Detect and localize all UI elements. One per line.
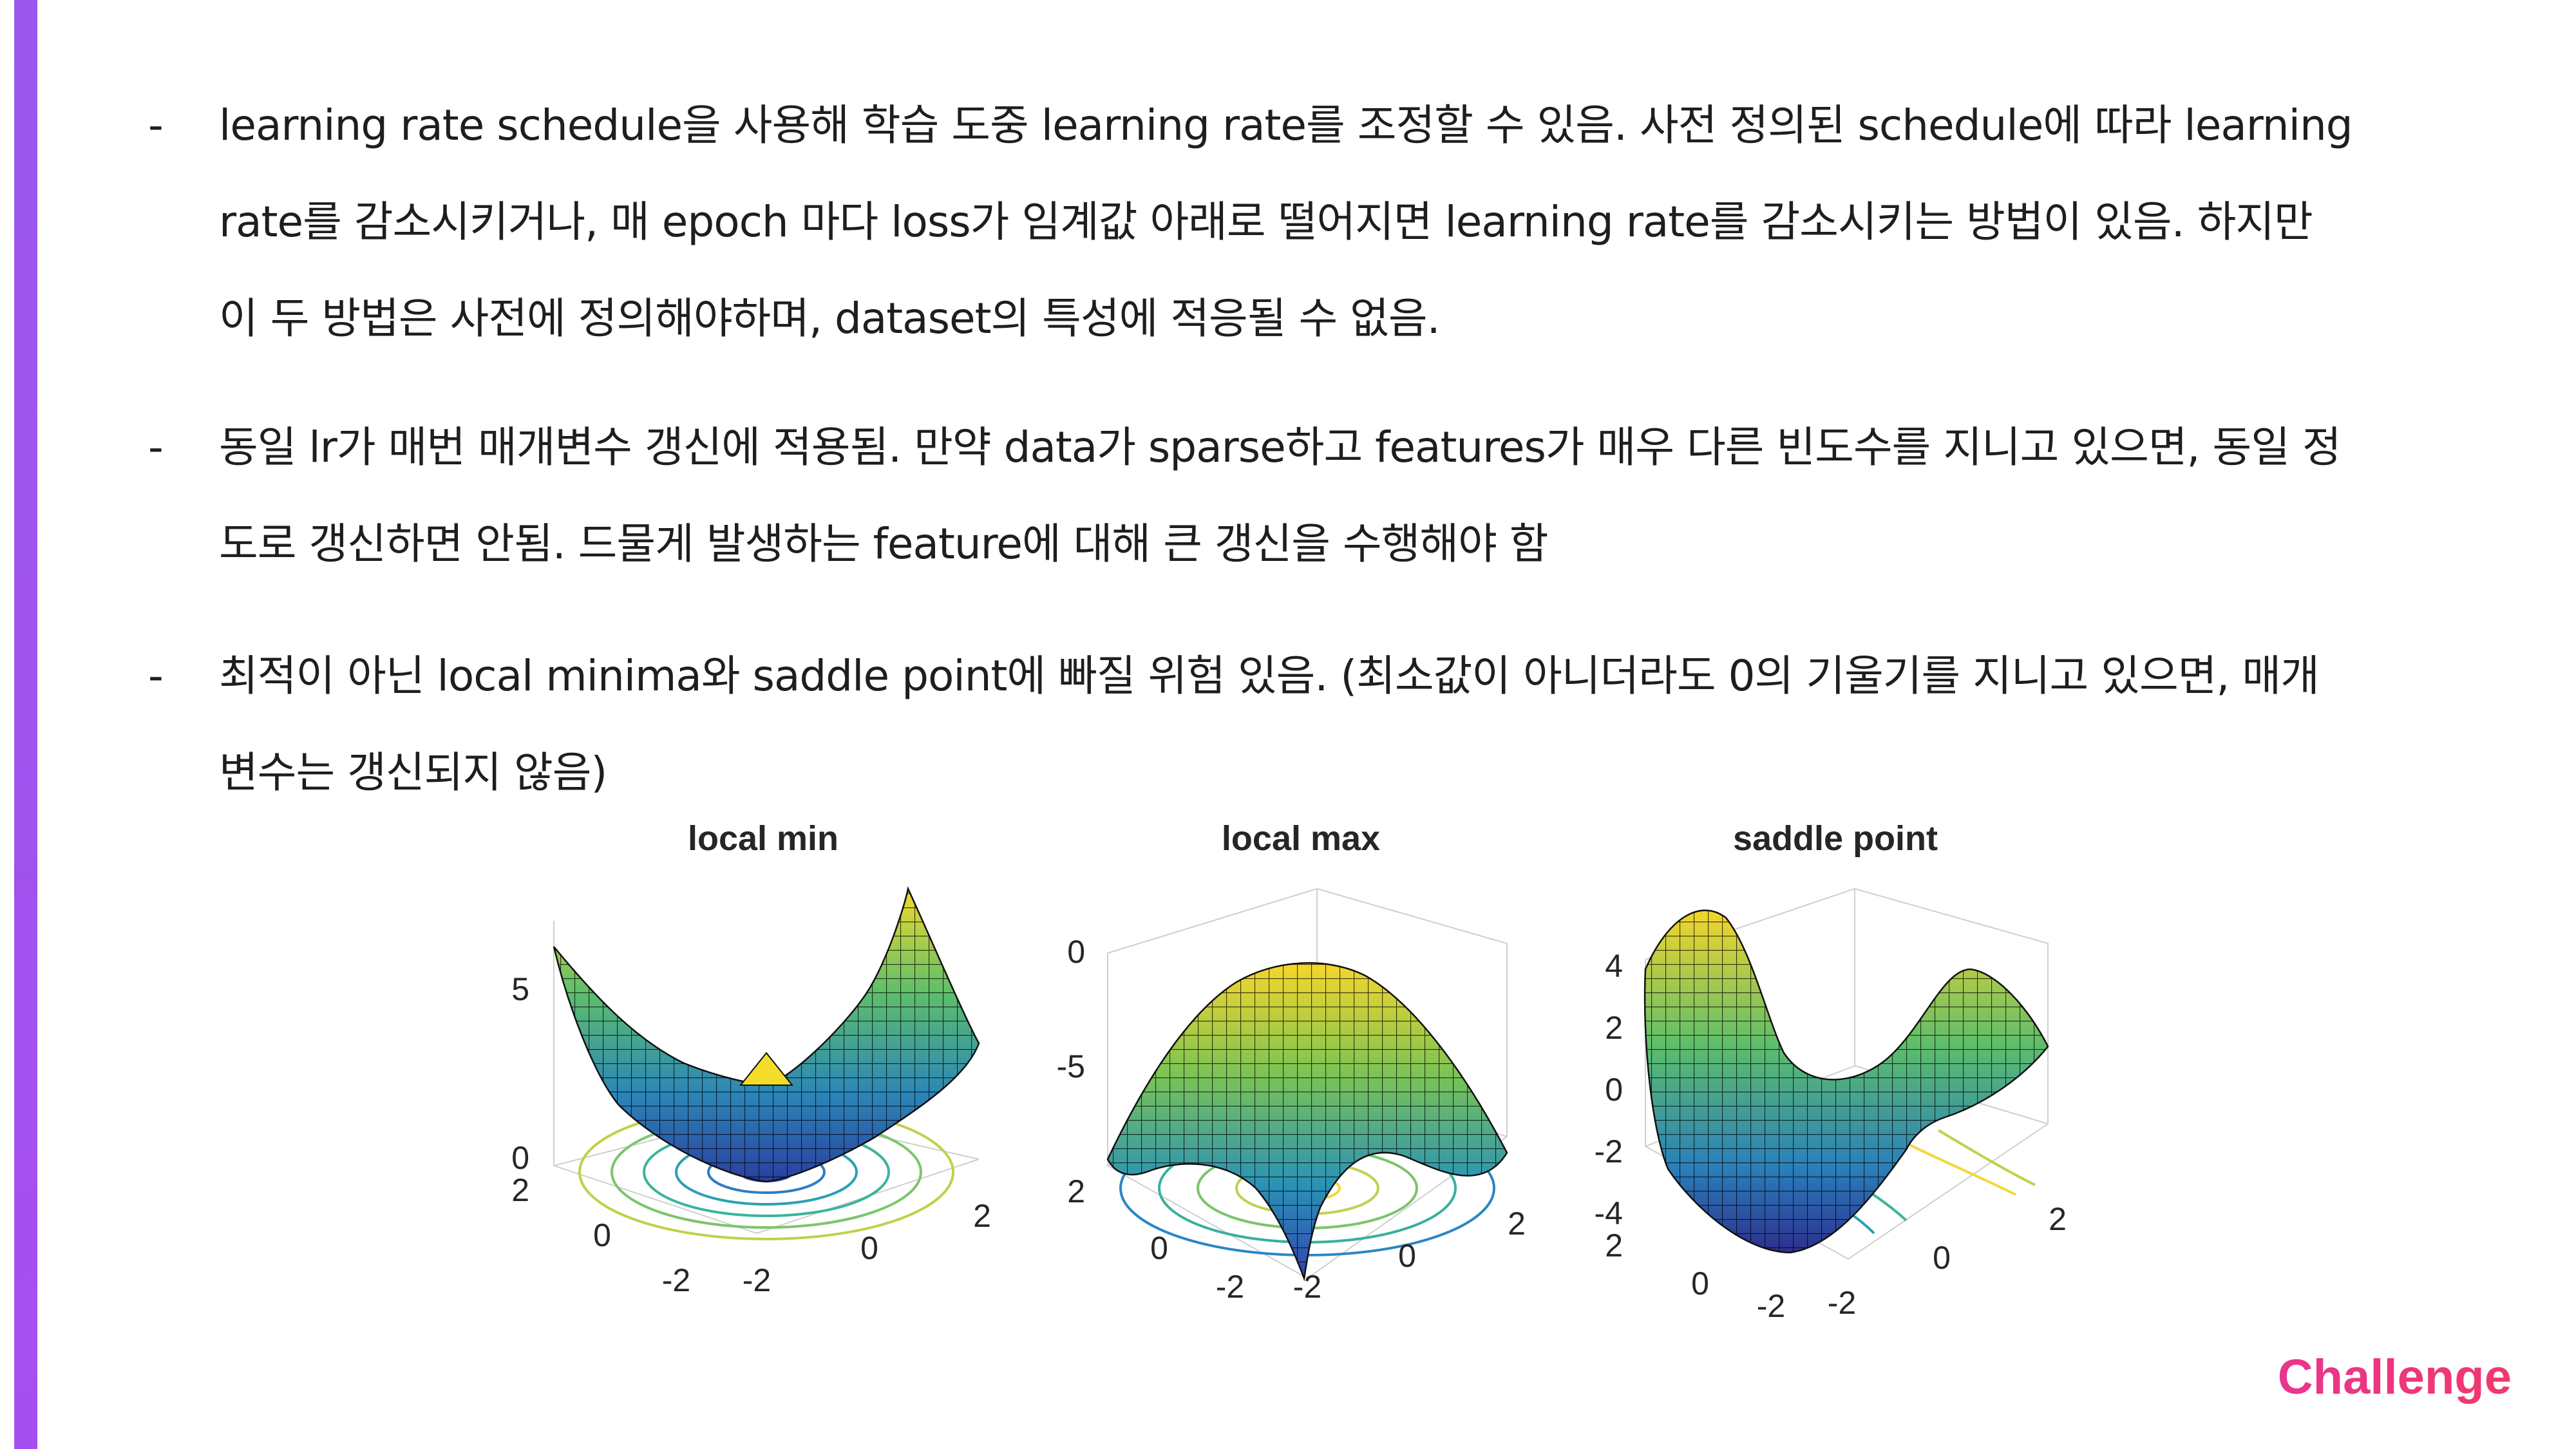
z-tick: 5 — [511, 971, 529, 1007]
plot-title: local max — [1222, 819, 1380, 858]
accent-bar — [14, 0, 37, 1449]
z-tick: 0 — [511, 1140, 529, 1176]
z-tick: -5 — [1057, 1048, 1085, 1084]
plot-local-max: local max 0 -5 2 0 -2 -2 0 2 — [1057, 819, 1526, 1305]
z-tick: -2 — [1595, 1133, 1623, 1170]
z-tick: 2 — [1605, 1010, 1623, 1046]
brand-logo-text: Challenge — [2277, 1350, 2512, 1405]
bullet-same-lr: - 동일 lr가 매번 매개변수 갱신에 적용됨. 만약 data가 spars… — [148, 399, 2460, 592]
y-tick: -2 — [1757, 1288, 1785, 1324]
bullet-line: 동일 lr가 매번 매개변수 갱신에 적용됨. 만약 data가 sparse하… — [219, 422, 2342, 472]
bullet-line: 도로 갱신하면 안됨. 드물게 발생하는 feature에 대해 큰 갱신을 수… — [219, 519, 1549, 569]
bullet-line: 최적이 아닌 local minima와 saddle point에 빠질 위험… — [219, 651, 2320, 701]
x-tick: 0 — [1933, 1240, 1951, 1276]
x-tick: 0 — [860, 1230, 878, 1266]
z-tick: -4 — [1595, 1195, 1623, 1231]
bullet-dash: - — [148, 422, 164, 472]
bullet-line: 변수는 갱신되지 않음) — [219, 748, 607, 797]
bullet-line: learning rate schedule을 사용해 학습 도중 learni… — [219, 100, 2353, 150]
bullet-line: 이 두 방법은 사전에 정의해야하며, dataset의 특성에 적응될 수 없… — [219, 294, 1441, 343]
plot-title: local min — [688, 819, 838, 858]
z-tick: 4 — [1605, 948, 1623, 984]
surface-plots-figure: local min 5 0 2 0 -2 — [489, 808, 2099, 1336]
y-tick: 2 — [511, 1172, 529, 1208]
x-tick: 0 — [1398, 1238, 1416, 1274]
bullet-local-minima: - 최적이 아닌 local minima와 saddle point에 빠질 … — [148, 628, 2460, 821]
y-tick: 0 — [1691, 1265, 1709, 1302]
plot-local-min: local min 5 0 2 0 -2 — [511, 819, 991, 1298]
y-tick: 0 — [1150, 1230, 1168, 1266]
bullet-dash: - — [148, 100, 164, 150]
x-tick: 2 — [973, 1198, 991, 1234]
y-tick: 2 — [1067, 1173, 1085, 1209]
bullet-learning-rate-schedule: - learning rate schedule을 사용해 학습 도중 lear… — [148, 77, 2460, 367]
y-tick: -2 — [662, 1262, 690, 1298]
bullet-line: rate를 감소시키거나, 매 epoch 마다 loss가 임계값 아래로 떨… — [219, 197, 2313, 247]
z-tick: 0 — [1605, 1072, 1623, 1108]
x-tick: -2 — [1293, 1269, 1321, 1305]
surface-plots-svg: local min 5 0 2 0 -2 — [511, 819, 2067, 1324]
x-tick: -2 — [1828, 1285, 1856, 1321]
x-tick: -2 — [743, 1262, 771, 1298]
y-tick: 0 — [593, 1217, 611, 1253]
x-tick: 2 — [2049, 1201, 2067, 1237]
y-tick: 2 — [1605, 1227, 1623, 1264]
x-tick: 2 — [1508, 1206, 1526, 1242]
plot-title: saddle point — [1733, 819, 1938, 858]
bullet-dash: - — [148, 651, 164, 701]
y-tick: -2 — [1216, 1269, 1244, 1305]
plot-saddle-point: saddle point 4 2 0 -2 -4 2 0 -2 — [1595, 819, 2067, 1324]
z-tick: 0 — [1067, 934, 1085, 970]
